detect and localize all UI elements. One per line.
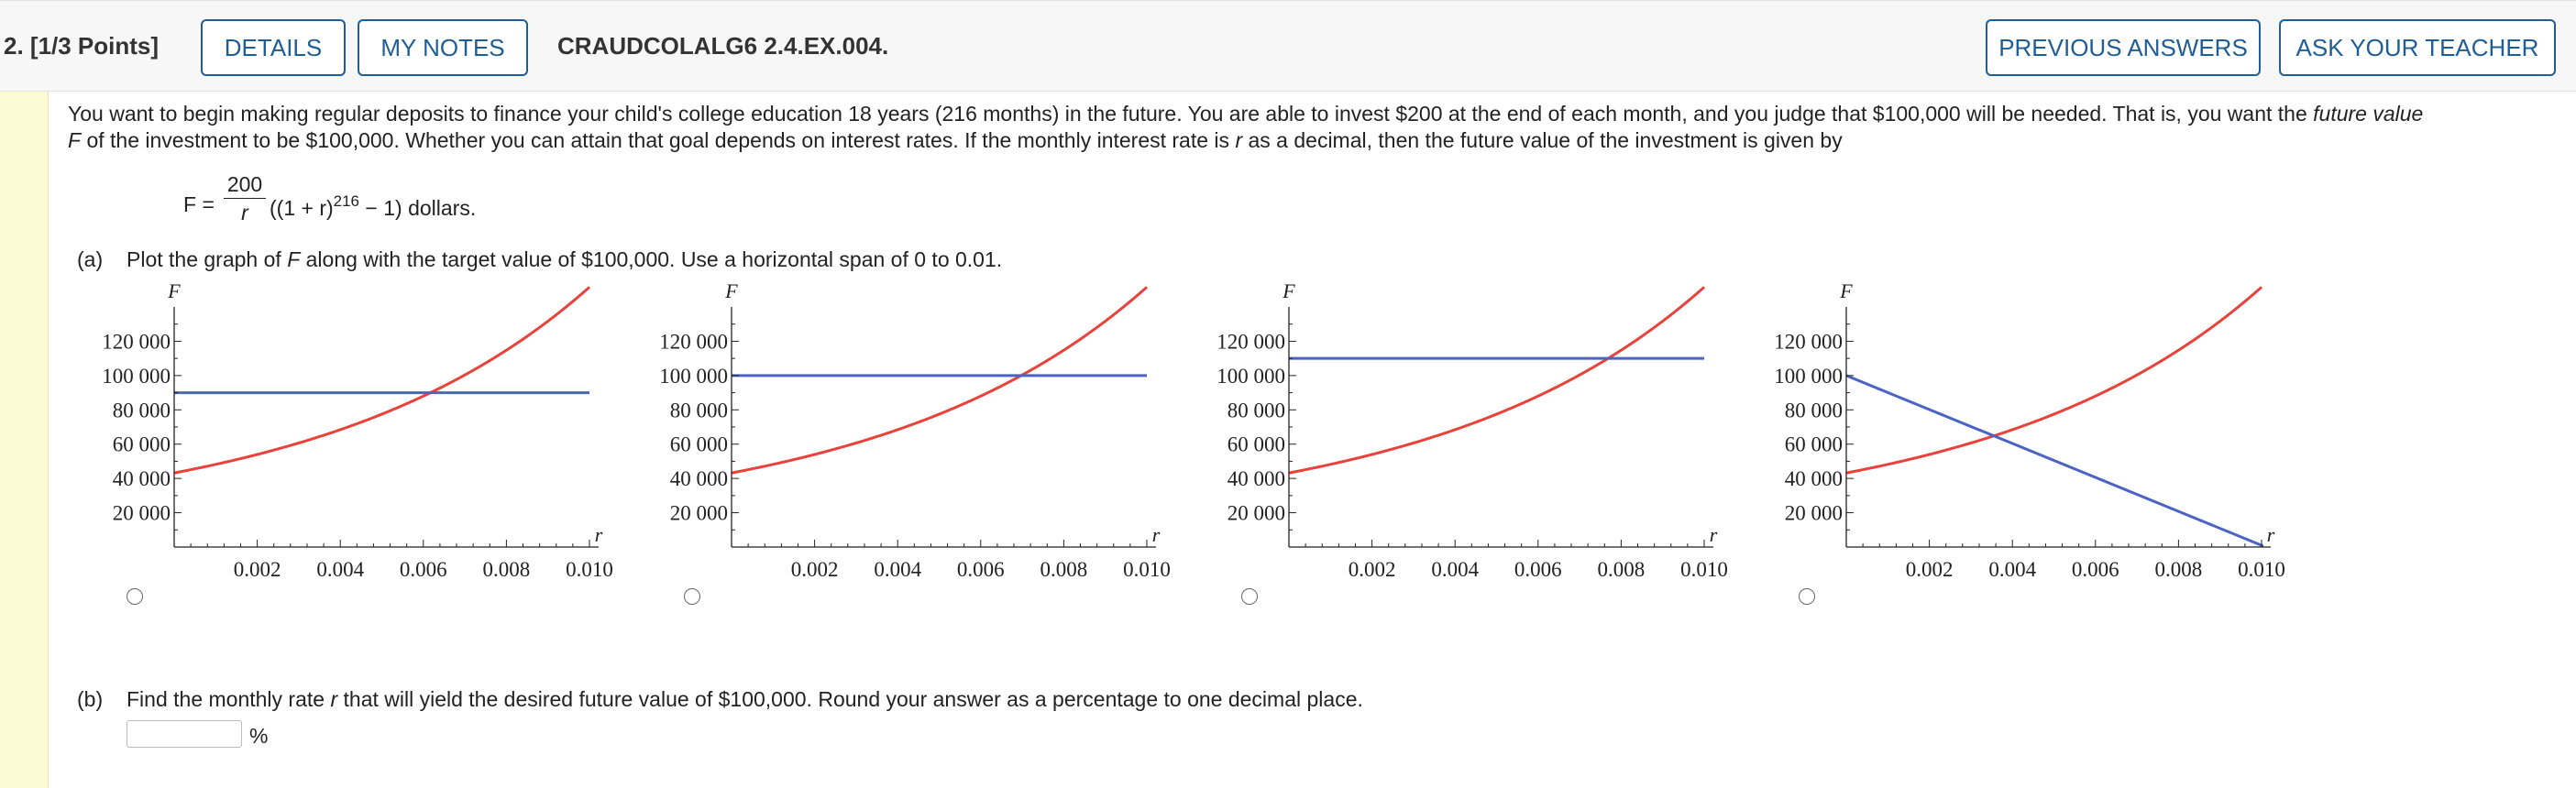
x-axis-label: r	[595, 523, 603, 546]
y-tick-label: 80 000	[1227, 399, 1285, 421]
y-tick-label: 100 000	[1216, 365, 1285, 388]
x-tick-label: 0.002	[1906, 558, 1954, 581]
x-tick-label: 0.008	[1040, 558, 1088, 581]
problem-statement: You want to begin making regular deposit…	[68, 102, 2424, 152]
x-tick-label: 0.006	[1514, 558, 1562, 581]
x-tick-label: 0.008	[483, 558, 531, 581]
x-tick-label: 0.004	[1431, 558, 1479, 581]
y-axis-label: F	[1282, 279, 1295, 302]
formula-rhs: ((1 + r)216 − 1) dollars.	[270, 192, 477, 220]
part-b-prompt: (b) Find the monthly rate r that will yie…	[77, 687, 1363, 711]
x-tick-label: 0.004	[1988, 558, 2036, 581]
future-value-curve	[174, 286, 590, 475]
y-tick-label: 120 000	[1216, 330, 1285, 353]
x-tick-label: 0.008	[1598, 558, 1646, 581]
previous-answers-button[interactable]: PREVIOUS ANSWERS	[1986, 19, 2261, 76]
formula-lhs: F =	[183, 192, 215, 216]
y-tick-label: 40 000	[1785, 467, 1843, 490]
y-tick-label: 20 000	[113, 502, 171, 525]
future-value-curve	[732, 286, 1148, 475]
percent-unit: %	[249, 724, 269, 748]
my-notes-button[interactable]: MY NOTES	[358, 19, 528, 76]
x-tick-label: 0.004	[316, 558, 364, 581]
ask-your-teacher-button[interactable]: ASK YOUR TEACHER	[2279, 19, 2556, 76]
future-value-curve	[1846, 286, 2262, 475]
x-tick-label: 0.008	[2155, 558, 2203, 581]
y-tick-label: 40 000	[1227, 467, 1285, 490]
y-tick-label: 100 000	[1774, 365, 1843, 388]
target-line	[1846, 374, 2263, 548]
question-number: 2. [1/3 Points]	[4, 32, 160, 60]
y-tick-label: 20 000	[670, 502, 728, 525]
x-axis-label: r	[1152, 523, 1161, 546]
y-tick-label: 60 000	[1785, 433, 1843, 456]
part-a-prompt: (a) Plot the graph of F along with the ta…	[77, 247, 1003, 271]
y-tick-label: 40 000	[670, 467, 728, 490]
x-tick-label: 0.006	[400, 558, 447, 581]
y-tick-label: 40 000	[113, 467, 171, 490]
y-tick-label: 120 000	[659, 330, 728, 353]
graph-option-3-radio[interactable]	[1241, 588, 1258, 605]
graph-option-2-radio[interactable]	[684, 588, 700, 605]
graph-option-4: 0.002 0.004 0.006 0.008 0.010 20 000 40 000 60 …	[1774, 279, 2285, 581]
y-axis-label: F	[1839, 279, 1853, 302]
y-tick-label: 120 000	[102, 330, 171, 353]
y-tick-label: 60 000	[1227, 433, 1285, 456]
y-tick-label: 80 000	[113, 399, 171, 421]
graph-option-1-radio[interactable]	[127, 588, 143, 605]
x-tick-label: 0.010	[566, 558, 613, 581]
x-tick-label: 0.002	[791, 558, 839, 581]
graph-option-2: 0.002 0.004 0.006 0.008 0.010 20 000 40 000 60 …	[659, 279, 1171, 581]
monthly-rate-answer-input[interactable]	[127, 720, 242, 748]
y-tick-label: 20 000	[1227, 502, 1285, 525]
problem-code: CRAUDCOLALG6 2.4.EX.004.	[557, 32, 889, 60]
y-tick-label: 60 000	[113, 433, 171, 456]
y-tick-label: 80 000	[1785, 399, 1843, 421]
y-tick-label: 100 000	[102, 365, 171, 388]
y-axis-label: F	[724, 279, 738, 302]
x-tick-label: 0.006	[2072, 558, 2119, 581]
y-tick-label: 20 000	[1785, 502, 1843, 525]
future-value-curve	[1289, 286, 1705, 475]
y-tick-label: 60 000	[670, 433, 728, 456]
x-tick-label: 0.010	[1123, 558, 1171, 581]
graph-option-4-radio[interactable]	[1799, 588, 1815, 605]
x-tick-label: 0.002	[1349, 558, 1396, 581]
x-tick-label: 0.002	[234, 558, 281, 581]
graph-option-1: 0.002 0.004 0.006 0.008 0.010 20 000 40 000 60 …	[102, 279, 613, 581]
details-button[interactable]: DETAILS	[201, 19, 346, 76]
question-header: 2. [1/3 Points] DETAILS MY NOTES CRAUDCO…	[0, 0, 2576, 92]
question-body: You want to begin making regular deposit…	[48, 92, 2576, 788]
question-status-bar	[0, 92, 49, 788]
formula-fraction: 200 r	[224, 172, 266, 224]
x-tick-label: 0.006	[957, 558, 1005, 581]
x-axis-label: r	[1710, 523, 1718, 546]
y-tick-label: 120 000	[1774, 330, 1843, 353]
x-tick-label: 0.004	[874, 558, 921, 581]
x-axis-label: r	[2267, 523, 2275, 546]
x-tick-label: 0.010	[1680, 558, 1728, 581]
x-tick-label: 0.010	[2238, 558, 2285, 581]
y-tick-label: 80 000	[670, 399, 728, 421]
y-tick-label: 100 000	[659, 365, 728, 388]
graph-option-3: 0.002 0.004 0.006 0.008 0.010 20 000 40 000 60 …	[1216, 279, 1728, 581]
y-axis-label: F	[167, 279, 181, 302]
